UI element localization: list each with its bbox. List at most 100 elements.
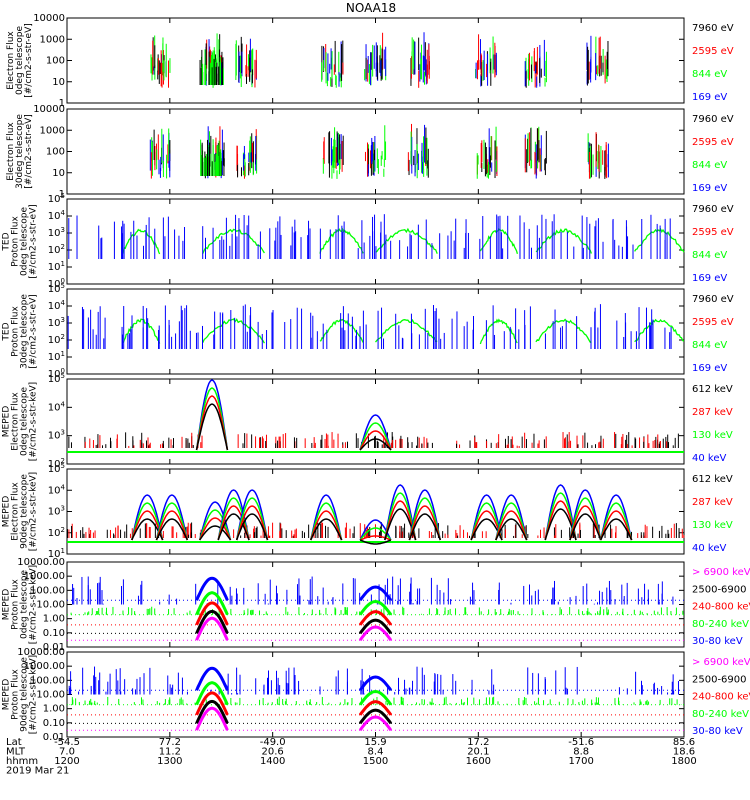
y-tick-label: 10000.00: [17, 557, 65, 568]
y-tick-label: 100: [48, 367, 65, 380]
legend-entry: 169 eV: [692, 363, 727, 374]
y-tick-label: 10000: [33, 104, 65, 115]
data-series-peak: [235, 497, 269, 541]
y-tick-label: 101: [48, 547, 65, 560]
y-tick-label: 102: [48, 457, 65, 470]
data-series-peak: [544, 492, 577, 541]
data-marks: [67, 379, 684, 453]
data-series-peak: [309, 510, 343, 541]
panel-7: 0.010.101.0010.00100.001000.0010000.00ME…: [2, 557, 750, 653]
y-tick-label: 101: [48, 350, 65, 363]
data-series-peak: [408, 513, 441, 541]
legend-entry: 844 eV: [692, 250, 727, 261]
data-series-peak: [155, 518, 188, 541]
data-series-peak: [195, 379, 229, 451]
data-series-peak: [408, 505, 442, 541]
y-tick-label: 102: [48, 333, 65, 346]
y-tick-label: 104: [48, 483, 66, 496]
footer-lat-value: -49.0: [260, 737, 286, 748]
y-tick-label: 10.00: [36, 690, 65, 701]
footer-lat-value: 15.9: [364, 737, 386, 748]
data-series-peak: [199, 517, 232, 541]
data-series-peak: [470, 502, 503, 541]
data-series-peak: [544, 484, 577, 541]
data-series-arc: [634, 227, 685, 253]
y-axis-label-line: Electron Flux: [6, 31, 16, 90]
legend-entry: 240-800 keV: [692, 602, 750, 613]
y-axis-label-line: 0deg telescope: [15, 26, 25, 96]
y-tick-label: 104: [48, 299, 66, 312]
y-axis-label-line: [#/cm2-s-str-eV]: [29, 204, 39, 279]
y-tick-label: 103: [48, 505, 65, 518]
data-series-saa: [195, 609, 229, 635]
y-tick-label: 105: [48, 282, 65, 295]
data-marks: [150, 32, 609, 88]
data-series-arc: [202, 318, 265, 344]
data-series-saa: [358, 708, 393, 725]
data-series-peak: [384, 500, 417, 541]
data-series-peak: [195, 403, 229, 451]
panel-8: 0.010.101.0010.00100.001000.0010000.00ME…: [2, 647, 750, 743]
data-series-arc: [374, 318, 438, 343]
y-axis-label-line: [#/cm2-s-str-keV]: [29, 472, 39, 551]
data-series-peak: [495, 502, 528, 541]
y-tick-label: 100.00: [30, 675, 65, 686]
data-series-saa: [195, 601, 229, 626]
y-tick-label: 103: [48, 316, 65, 329]
data-series-saa: [195, 666, 229, 691]
legend-entry: 287 keV: [692, 497, 733, 508]
y-axis-label-line: Proton Flux: [11, 216, 21, 267]
legend-entry: 40 keV: [692, 453, 726, 464]
data-series-peak: [495, 510, 528, 541]
legend-entry: 7960 eV: [692, 23, 734, 34]
data-series-peak: [155, 494, 189, 541]
data-series-peak: [544, 500, 577, 541]
panel-frame: [66, 651, 685, 738]
data-series-arc: [535, 318, 592, 344]
legend-entry: 130 keV: [692, 430, 733, 441]
data-marks: [149, 123, 609, 179]
data-series-peak: [131, 502, 164, 541]
data-series-saa: [195, 591, 229, 616]
data-series-peak: [309, 494, 343, 541]
y-axis-label: MEPEDProton Flux90deg telescope[#/cm2-s-…: [2, 655, 39, 734]
legend-entry: 40 keV: [692, 543, 726, 554]
data-series-peak: [217, 489, 250, 541]
y-axis-label-line: [#/cm2-s-str-keV]: [29, 655, 39, 734]
data-series-saa: [358, 585, 393, 602]
y-tick-label: 1.00: [43, 614, 65, 625]
data-series-peak: [198, 509, 232, 541]
footer-lat-value: -54.5: [54, 737, 80, 748]
y-tick-label: 101: [48, 260, 65, 273]
data-series-peak: [195, 395, 229, 451]
legend-entry: 844 eV: [692, 69, 727, 80]
panel-3: 100 101 102 103 104 105 TEDProton Flux0deg tel…: [2, 192, 734, 290]
y-axis-label-line: MEPED: [2, 496, 12, 528]
panel-frame: [66, 198, 685, 285]
data-series-peak: [569, 505, 602, 541]
data-series-arc: [634, 318, 685, 343]
legend-entry: 2595 eV: [692, 137, 734, 148]
legend-entry: 169 eV: [692, 273, 727, 284]
y-tick-label: 104: [48, 400, 66, 413]
data-series-peak: [495, 518, 528, 541]
footer-row-label: MLT: [6, 747, 26, 758]
y-axis-label-line: [#/cm2-s-str-keV]: [29, 382, 39, 461]
data-marks: [67, 484, 685, 545]
data-series-peak: [495, 494, 528, 541]
data-series-saa: [358, 700, 393, 716]
legend-entry: 80-240 keV: [692, 709, 749, 720]
y-tick-label: 1.00: [43, 704, 65, 715]
legend-entry: 169 eV: [692, 183, 727, 194]
footer-hhmm-value: 1600: [466, 756, 491, 767]
y-tick-label: 10: [52, 77, 65, 88]
legend-entry: 169 eV: [692, 92, 727, 103]
data-series-peak: [217, 513, 250, 541]
data-series-peak: [235, 513, 269, 541]
data-series-saa: [358, 618, 393, 635]
legend-entry: 2500-6900: [692, 584, 747, 595]
data-series-peak: [544, 508, 577, 541]
data-series-peak: [131, 518, 164, 541]
